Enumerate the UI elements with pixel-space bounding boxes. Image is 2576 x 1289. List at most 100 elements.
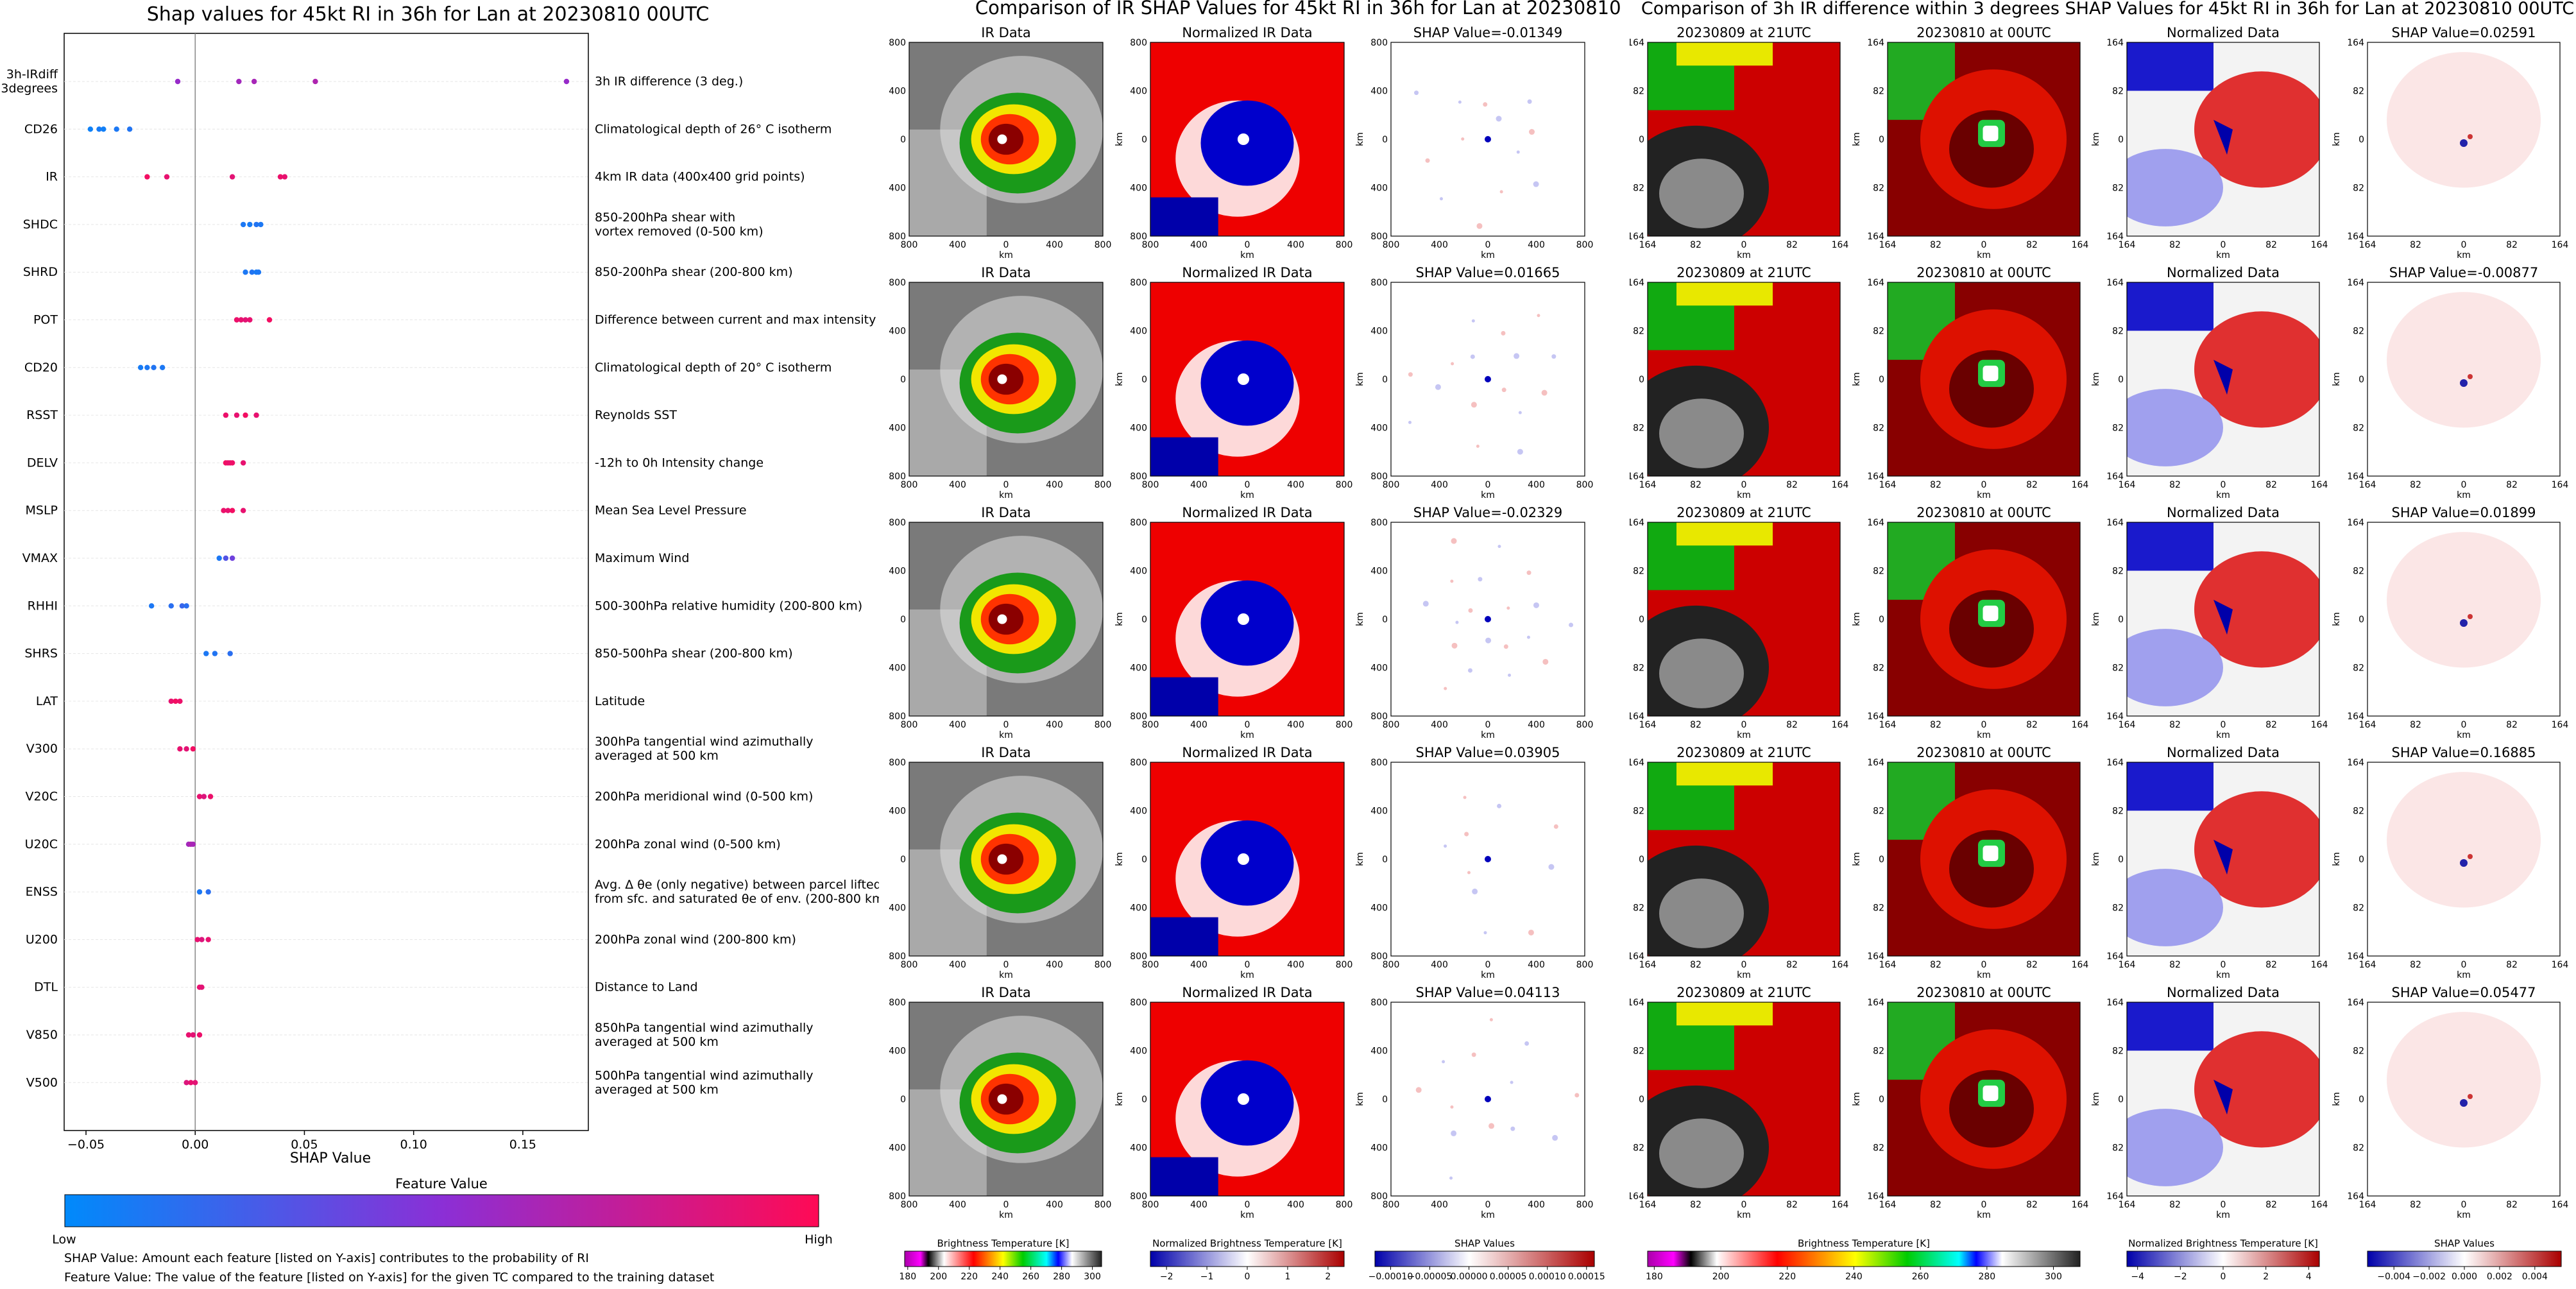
rdn-cool-region <box>2127 1109 2223 1186</box>
colorbar-tick-label: 220 <box>1778 1272 1796 1282</box>
heatmap-panel: 20230809 at 21UTC1641648282008282164164k… <box>1630 505 1848 740</box>
x-tick-label: 82 <box>1690 960 1702 970</box>
x-tick-label: 0 <box>1981 480 1987 490</box>
y-tick-label: 0 <box>1879 135 1884 145</box>
y-tick-label: 82 <box>2353 663 2364 674</box>
x-tick-label: 164 <box>1639 720 1657 730</box>
y-tick-label: 0 <box>1382 135 1388 145</box>
x-tick-label: 400 <box>1046 720 1063 730</box>
y-tick-label: 164 <box>2347 952 2364 962</box>
shap-point <box>192 1080 198 1086</box>
y-tick-label: 800 <box>889 1191 906 1202</box>
shap-point <box>253 221 259 228</box>
x-tick-label: 0 <box>1741 720 1747 730</box>
x-tick-label: 400 <box>1046 960 1063 970</box>
y-tick-label: 82 <box>1873 567 1884 577</box>
note-feature-value: Feature Value: The value of the feature … <box>64 1270 714 1285</box>
shap-point <box>216 555 222 561</box>
colorbar-gradient <box>2367 1251 2562 1267</box>
feature-name-label: V300 <box>26 742 58 756</box>
shap-speck <box>1510 1126 1515 1131</box>
panel-frame <box>1647 762 1841 957</box>
x-tick-label: 164 <box>1879 480 1897 490</box>
shap-speck <box>1526 635 1530 639</box>
shap-speck <box>1548 864 1555 870</box>
y-tick-label: 800 <box>1130 712 1147 722</box>
colorbar-high-label: High <box>805 1233 833 1247</box>
y-axis-label: km <box>2332 132 2342 146</box>
feature-description-label: 200hPa zonal wind (200-800 km) <box>595 932 796 946</box>
x-tick-label: 0 <box>2461 480 2467 490</box>
y-tick-label: 0 <box>1382 615 1388 625</box>
shap-point <box>201 794 207 799</box>
shap-speck <box>1468 608 1473 613</box>
shap-speck <box>1451 1130 1457 1136</box>
heatmap-panel: SHAP Value=-0.01349800800400400004004008… <box>1355 25 1593 260</box>
x-axis-label: km <box>1977 1210 1991 1220</box>
rd-eye <box>1983 1085 1999 1102</box>
x-tick-label: 0 <box>1003 960 1009 970</box>
y-tick-label: 0 <box>900 855 906 865</box>
rdn-warm-region <box>2194 551 2319 668</box>
y-tick-label: 164 <box>2347 472 2364 482</box>
rdn-center-feature <box>2213 1079 2233 1115</box>
rds-warm-haze <box>2387 772 2541 908</box>
y-tick-label: 0 <box>1639 855 1644 865</box>
x-tick-label: 82 <box>1930 480 1941 490</box>
shap-point <box>126 126 133 132</box>
shap-point <box>177 698 183 704</box>
rd-yellow-band <box>1676 42 1773 66</box>
x-tick-label: 0 <box>1003 720 1009 730</box>
panel-frame <box>2126 522 2320 717</box>
rds-center-hotspot <box>2460 1099 2468 1107</box>
panel-title: 20230809 at 21UTC <box>1676 745 1811 760</box>
panel-title: 20230810 at 00UTC <box>1916 25 2051 40</box>
shap-point <box>190 841 196 848</box>
heatmap-panel: SHAP Value=0.041138008004004000040040080… <box>1355 985 1593 1220</box>
shap-point <box>137 364 144 370</box>
y-tick-label: 164 <box>2347 38 2364 48</box>
heatmap-panel: SHAP Value=0.039058008004004000040040080… <box>1355 745 1593 980</box>
x-tick-label: 800 <box>1576 720 1594 730</box>
x-tick-label: 0 <box>1245 240 1250 250</box>
shap-point <box>179 603 185 609</box>
shap-point <box>238 317 244 323</box>
y-tick-label: 82 <box>1873 327 1884 337</box>
x-axis-label: km <box>2216 490 2230 500</box>
shap-speck <box>1476 223 1483 229</box>
shap-point <box>173 698 178 704</box>
panel-frame <box>1150 1002 1345 1197</box>
panel-title: SHAP Value=0.04113 <box>1416 985 1560 1000</box>
x-tick-label: 400 <box>1431 240 1448 250</box>
heatmap-panel: Normalized IR Data8008004004000040040080… <box>1114 25 1352 260</box>
x-tick-label: 164 <box>1639 480 1657 490</box>
y-tick-label: 400 <box>889 1046 906 1057</box>
feature-description-label: Distance to Land <box>595 980 698 994</box>
colorbar-tick-label: 220 <box>960 1272 978 1282</box>
y-tick-label: 800 <box>1370 278 1388 288</box>
y-tick-label: 164 <box>1630 712 1644 722</box>
y-tick-label: 400 <box>1370 903 1388 914</box>
rd-eye <box>1983 605 1999 622</box>
y-tick-label: 164 <box>1630 38 1644 48</box>
y-tick-label: 800 <box>1130 758 1147 768</box>
irdiff-colorbars: Brightness Temperature [K]180 200 220 240 26… <box>1646 1238 2562 1282</box>
y-tick-label: 400 <box>1130 87 1147 97</box>
x-tick-label: 800 <box>901 1200 918 1210</box>
x-axis-label: km <box>2216 1210 2230 1220</box>
shap-point <box>243 412 248 418</box>
x-tick-label: 800 <box>1142 720 1159 730</box>
shap-speck <box>1485 637 1492 644</box>
panel-frame <box>2126 42 2320 237</box>
x-axis-label: km <box>1240 970 1254 980</box>
shap-speck <box>1516 150 1520 154</box>
x-tick-label: 0.10 <box>400 1138 427 1152</box>
heatmap-panel: 20230810 at 00UTC1641648282008282164164k… <box>1852 265 2088 500</box>
x-tick-label: 164 <box>2552 240 2569 250</box>
rdn-cool-region <box>2127 389 2223 466</box>
x-tick-label: 164 <box>2119 720 2136 730</box>
feature-description-label: 850-200hPa shear (200-800 km) <box>595 265 793 279</box>
heatmap-panel: 20230810 at 00UTC1641648282008282164164k… <box>1852 505 2088 740</box>
panel-frame <box>1887 762 2081 957</box>
x-tick-label: 82 <box>1930 240 1941 250</box>
